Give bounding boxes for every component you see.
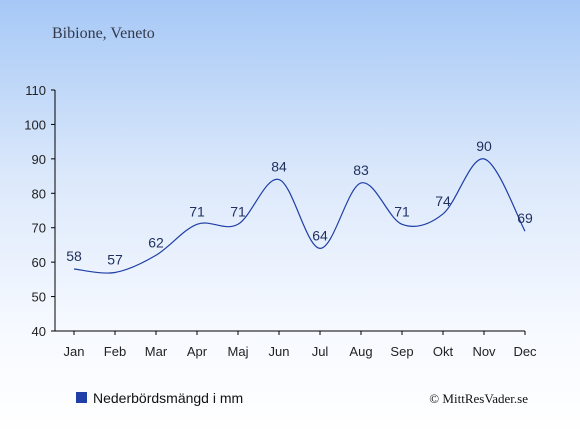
legend-swatch bbox=[76, 392, 87, 403]
y-tick-label: 40 bbox=[32, 324, 46, 339]
data-label: 57 bbox=[107, 251, 123, 267]
axis-ticks: 40 50 60 70 80 90 100 110 Jan Feb Mar Apr Maj Jun Jul A… bbox=[24, 83, 537, 359]
y-tick-label: 100 bbox=[24, 117, 46, 132]
y-tick-label: 70 bbox=[32, 221, 46, 236]
x-tick-label: Jan bbox=[64, 344, 85, 359]
data-label: 84 bbox=[271, 159, 287, 175]
series-layer bbox=[73, 158, 526, 274]
x-tick-label: Sep bbox=[390, 344, 413, 359]
data-label: 69 bbox=[517, 210, 533, 226]
x-tick-label: Mar bbox=[145, 344, 168, 359]
chart-title: Bibione, Veneto bbox=[52, 25, 155, 42]
legend: Nederbördsmängd i mm bbox=[76, 390, 243, 406]
y-tick-label: 80 bbox=[32, 186, 46, 201]
data-label: 58 bbox=[66, 248, 82, 264]
x-tick-label: Jun bbox=[269, 344, 290, 359]
copyright-credit: © MittResVader.se bbox=[429, 391, 528, 406]
x-tick-label: Maj bbox=[228, 344, 249, 359]
data-label: 90 bbox=[476, 138, 492, 154]
x-tick-label: Jul bbox=[312, 344, 329, 359]
y-tick-label: 60 bbox=[32, 255, 46, 270]
x-tick-label: Dec bbox=[513, 344, 537, 359]
x-tick-label: Feb bbox=[104, 344, 126, 359]
axes bbox=[54, 90, 525, 332]
y-tick-label: 50 bbox=[32, 290, 46, 305]
x-tick-label: Nov bbox=[472, 344, 496, 359]
data-label: 71 bbox=[189, 203, 205, 219]
data-label: 62 bbox=[148, 234, 164, 250]
y-tick-label: 90 bbox=[32, 152, 46, 167]
y-tick-label: 110 bbox=[25, 83, 46, 98]
data-label: 71 bbox=[394, 203, 410, 219]
data-label: 74 bbox=[435, 193, 451, 209]
legend-label: Nederbördsmängd i mm bbox=[93, 390, 243, 406]
data-label: 71 bbox=[230, 203, 246, 219]
x-tick-label: Aug bbox=[349, 344, 372, 359]
data-labels: 58 57 62 71 71 84 64 83 71 74 90 69 bbox=[66, 138, 533, 268]
series-line bbox=[73, 158, 526, 274]
x-tick-label: Okt bbox=[433, 344, 454, 359]
data-label: 64 bbox=[312, 227, 328, 243]
data-label: 83 bbox=[353, 162, 369, 178]
x-tick-label: Apr bbox=[187, 344, 208, 359]
